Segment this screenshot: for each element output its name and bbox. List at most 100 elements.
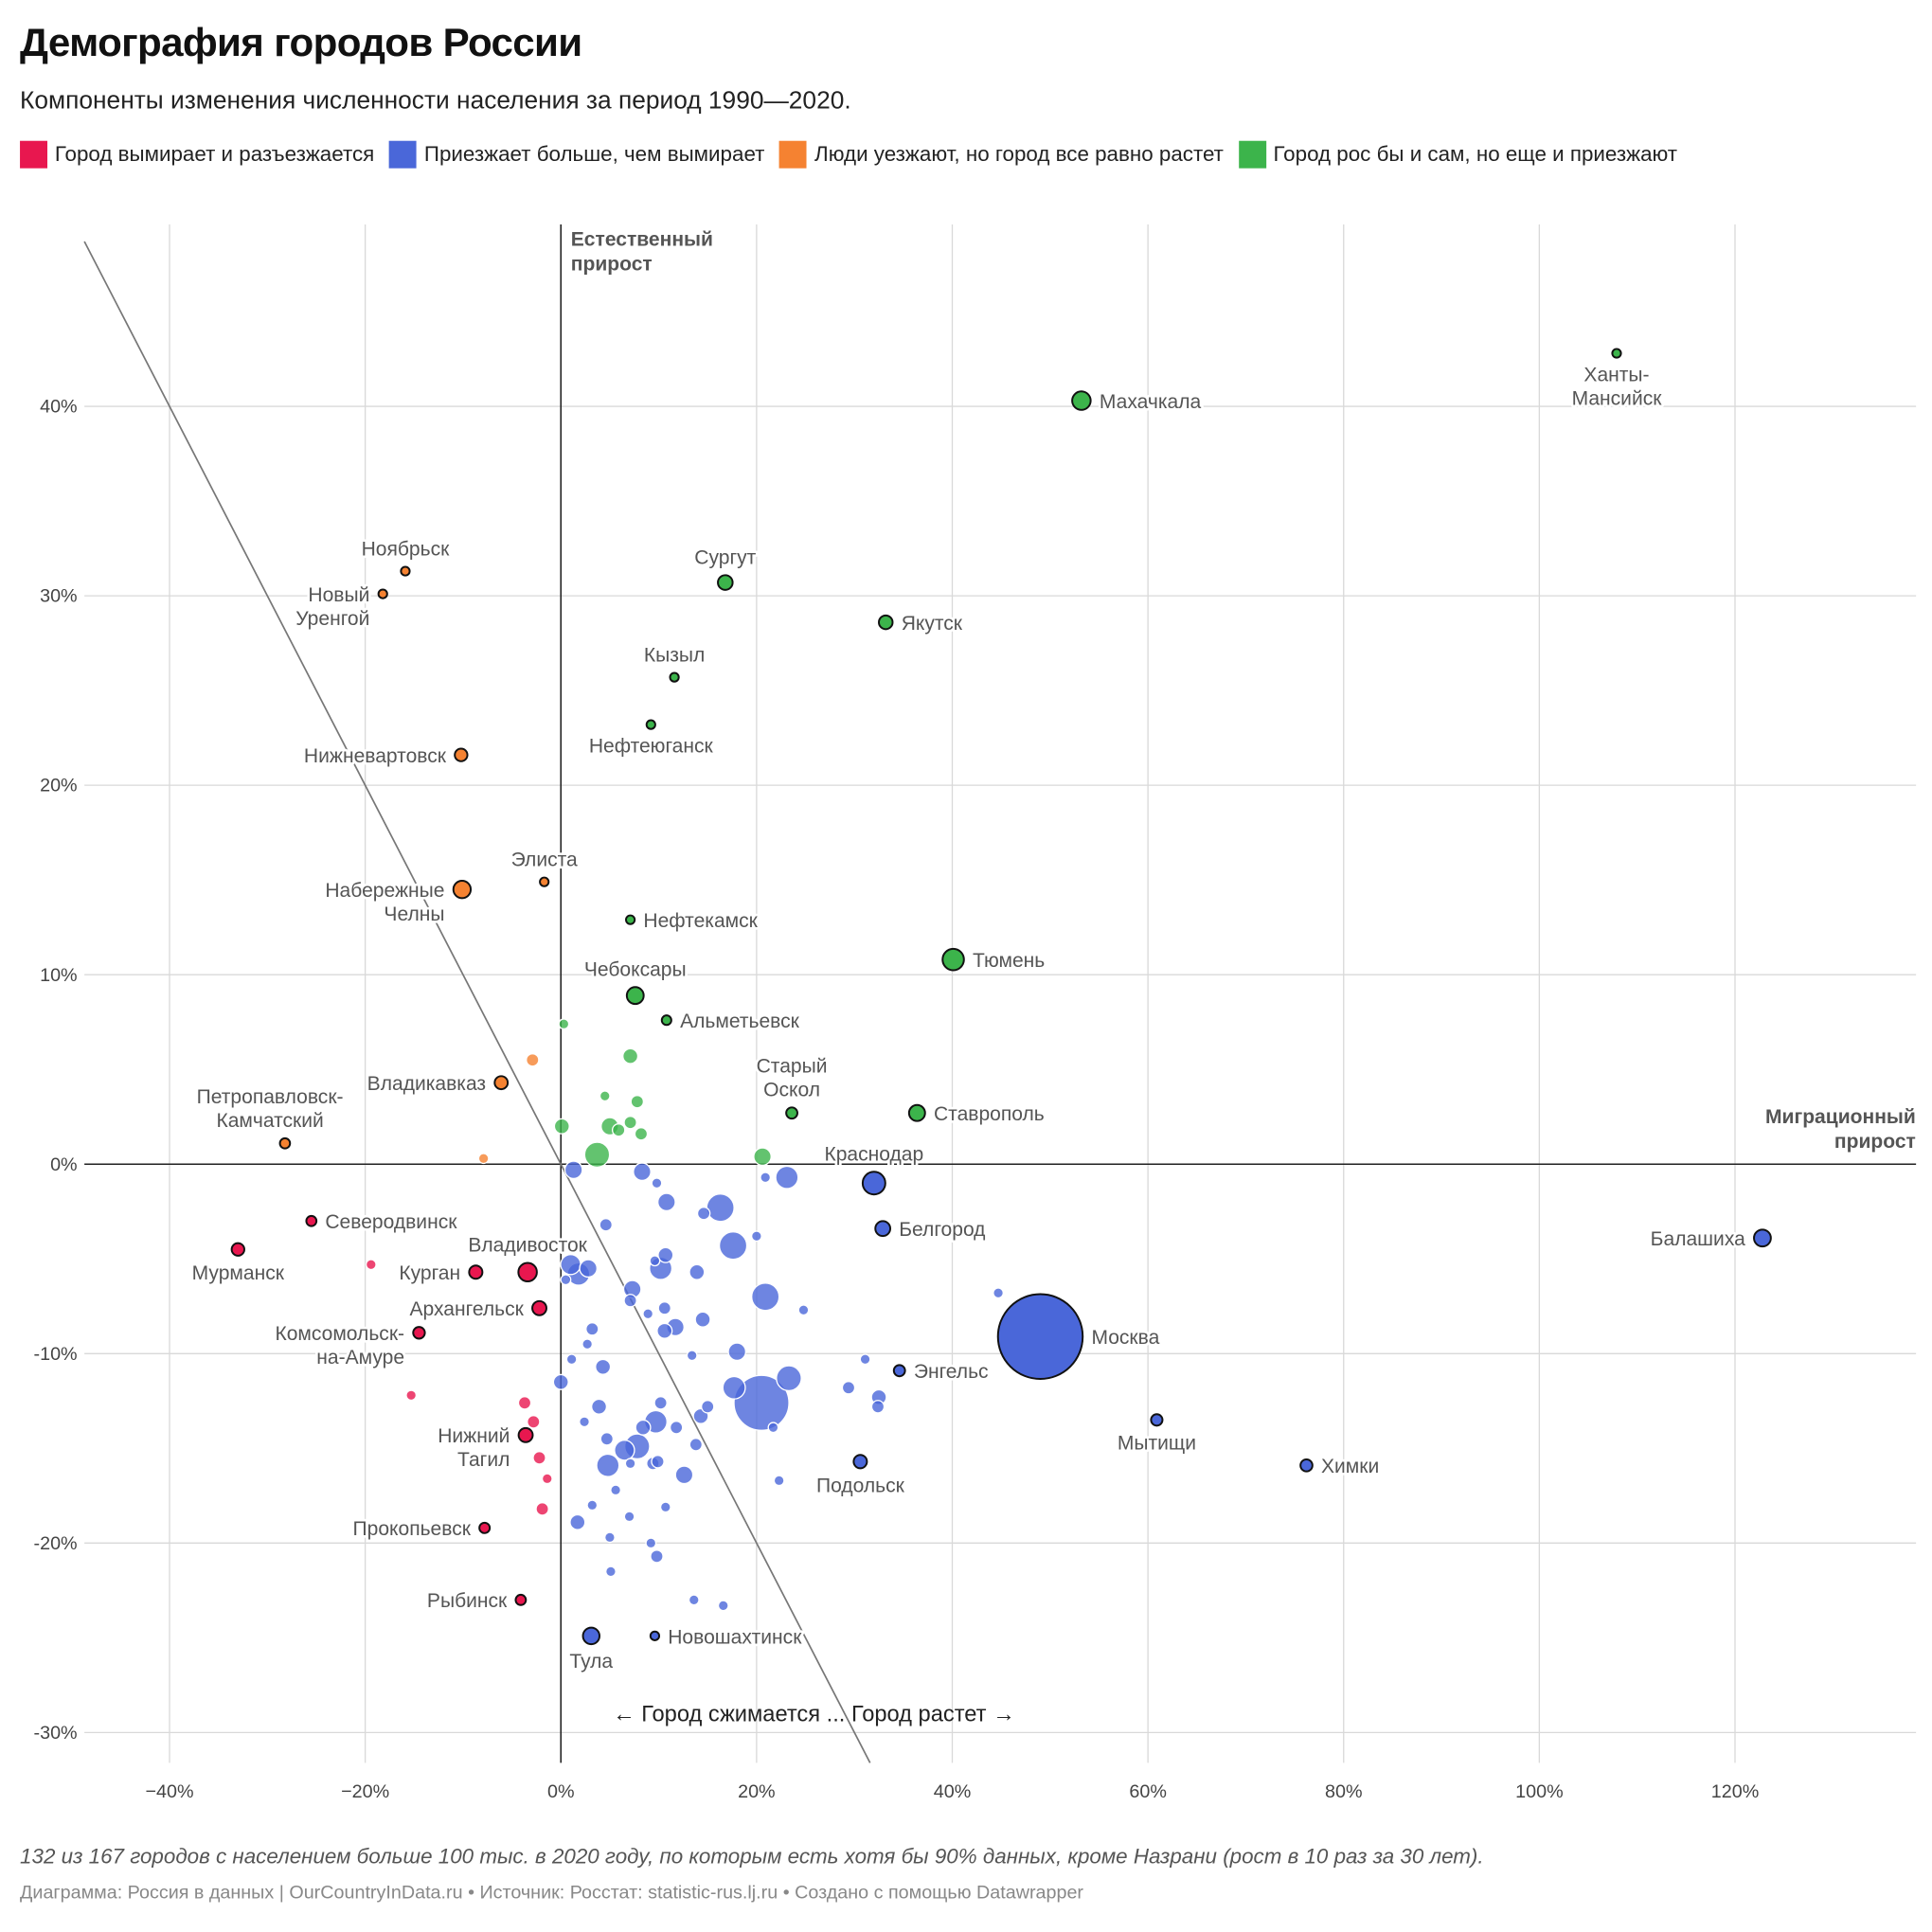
city-label-line: Мытищи bbox=[1118, 1432, 1196, 1454]
city-point bbox=[767, 1422, 779, 1434]
city-point bbox=[635, 1419, 652, 1436]
y-tick-label: -10% bbox=[34, 1344, 78, 1365]
city-label: Новый Уренгой bbox=[295, 584, 369, 630]
city-label: Белгород bbox=[899, 1219, 985, 1241]
credits: Диаграмма: Россия в данных | OurCountryI… bbox=[20, 1882, 1084, 1904]
city-label-line: Курган bbox=[399, 1262, 460, 1284]
city-point-highlighted bbox=[785, 1106, 798, 1120]
city-point bbox=[564, 1160, 583, 1180]
city-point bbox=[565, 1353, 578, 1366]
city-label: Нефтеюганск bbox=[589, 736, 714, 758]
city-point bbox=[614, 1440, 635, 1461]
city-point-highlighted bbox=[230, 1242, 245, 1257]
legend-item-shrinking: Город вымирает и разъезжается bbox=[20, 140, 374, 169]
x-tick-label: 80% bbox=[1325, 1781, 1363, 1802]
city-point bbox=[650, 1549, 664, 1564]
city-point-highlighted bbox=[1753, 1228, 1772, 1248]
city-label: Кызыл bbox=[644, 645, 705, 667]
city-point bbox=[599, 1090, 611, 1102]
city-label: Нижний Тагил bbox=[438, 1425, 510, 1471]
city-label-line: Старый bbox=[757, 1055, 828, 1077]
city-label-line: Нижневартовск bbox=[304, 745, 447, 767]
city-label-line: Владивосток bbox=[468, 1235, 587, 1257]
city-point-highlighted bbox=[625, 986, 645, 1006]
city-point-highlighted bbox=[1150, 1413, 1164, 1427]
city-label-line: Тюмень bbox=[973, 950, 1045, 972]
city-point bbox=[656, 1192, 676, 1212]
city-label-line: Северодвинск bbox=[325, 1211, 457, 1233]
legend-swatch bbox=[1238, 140, 1266, 169]
city-label-line: Рыбинск bbox=[427, 1590, 508, 1612]
city-point bbox=[552, 1373, 569, 1390]
city-point bbox=[722, 1375, 746, 1400]
city-point bbox=[669, 1421, 684, 1435]
city-point bbox=[717, 1600, 729, 1612]
city-point bbox=[477, 1153, 490, 1165]
city-label-line: Нефтеюганск bbox=[589, 736, 714, 758]
city-label-line: Камчатский bbox=[216, 1110, 323, 1132]
city-point bbox=[569, 1513, 586, 1530]
city-point bbox=[797, 1304, 810, 1316]
x-tick-label: 60% bbox=[1129, 1781, 1167, 1802]
direction-annotation: ← Город сжимается ... Город растет → bbox=[613, 1703, 1015, 1727]
city-point-highlighted bbox=[1071, 390, 1092, 411]
city-label: Альметьевск bbox=[680, 1011, 800, 1032]
city-point-highlighted bbox=[861, 1171, 886, 1196]
legend-label: Приезжает больше, чем вымирает bbox=[423, 142, 765, 167]
city-label-line: Тула bbox=[569, 1651, 613, 1673]
city-point bbox=[405, 1389, 418, 1402]
city-label-line: Якутск bbox=[902, 613, 963, 635]
city-point bbox=[753, 1147, 772, 1167]
city-point-highlighted bbox=[852, 1454, 868, 1470]
city-point bbox=[605, 1565, 617, 1578]
city-label: Якутск bbox=[902, 613, 963, 635]
city-point-highlighted bbox=[996, 1293, 1084, 1381]
city-point bbox=[689, 1263, 706, 1280]
city-label: Архангельск bbox=[410, 1298, 525, 1320]
city-label: Владивосток bbox=[468, 1235, 587, 1257]
city-label-line: Энгельс bbox=[914, 1361, 989, 1383]
city-label: Махачкала bbox=[1100, 391, 1202, 413]
legend-label: Люди уезжают, но город все равно растет bbox=[814, 142, 1224, 167]
city-point bbox=[696, 1207, 711, 1221]
city-label-line: Прокопьевск bbox=[353, 1518, 472, 1540]
city-label: Новошахтинск bbox=[668, 1626, 802, 1648]
city-point bbox=[694, 1311, 711, 1328]
city-point bbox=[689, 1438, 704, 1452]
city-point bbox=[776, 1365, 802, 1392]
city-point bbox=[581, 1338, 594, 1351]
legend-swatch bbox=[389, 140, 418, 169]
points bbox=[230, 348, 1772, 1646]
city-point bbox=[773, 1475, 785, 1487]
city-point bbox=[526, 1053, 540, 1067]
city-label-line: Элиста bbox=[511, 850, 578, 871]
city-point bbox=[701, 1400, 715, 1414]
city-point bbox=[651, 1455, 665, 1469]
city-point-highlighted bbox=[941, 947, 965, 972]
city-label: Тюмень bbox=[973, 950, 1045, 972]
legend: Город вымирает и разъезжается Приезжает … bbox=[20, 140, 1677, 169]
point-labels: Ханты-Мансийск Махачкала Сургут Якутск Кызыл… bbox=[189, 362, 1748, 1675]
city-label-line: Альметьевск bbox=[680, 1011, 800, 1032]
city-label-line: Балашиха bbox=[1651, 1228, 1745, 1250]
city-point bbox=[596, 1453, 620, 1477]
city-label: Петропавловск-Камчатский bbox=[197, 1086, 344, 1132]
city-point bbox=[560, 1254, 581, 1276]
city-point bbox=[586, 1499, 599, 1512]
city-point-highlighted bbox=[892, 1364, 906, 1378]
city-label: Нефтекамск bbox=[643, 910, 758, 932]
legend-swatch bbox=[20, 140, 48, 169]
y-tick-label: -20% bbox=[34, 1533, 78, 1554]
city-point bbox=[727, 1342, 747, 1362]
city-label-line: Химки bbox=[1321, 1456, 1379, 1477]
city-point bbox=[674, 1465, 694, 1485]
city-label-line: Комсомольск- bbox=[275, 1323, 404, 1345]
city-point bbox=[653, 1396, 668, 1410]
city-point bbox=[599, 1218, 613, 1232]
city-point bbox=[583, 1141, 611, 1169]
city-point bbox=[634, 1127, 649, 1141]
city-point bbox=[859, 1353, 871, 1366]
city-label: Прокопьевск bbox=[353, 1518, 472, 1540]
city-label: Сургут bbox=[694, 546, 756, 568]
city-point bbox=[365, 1259, 377, 1271]
